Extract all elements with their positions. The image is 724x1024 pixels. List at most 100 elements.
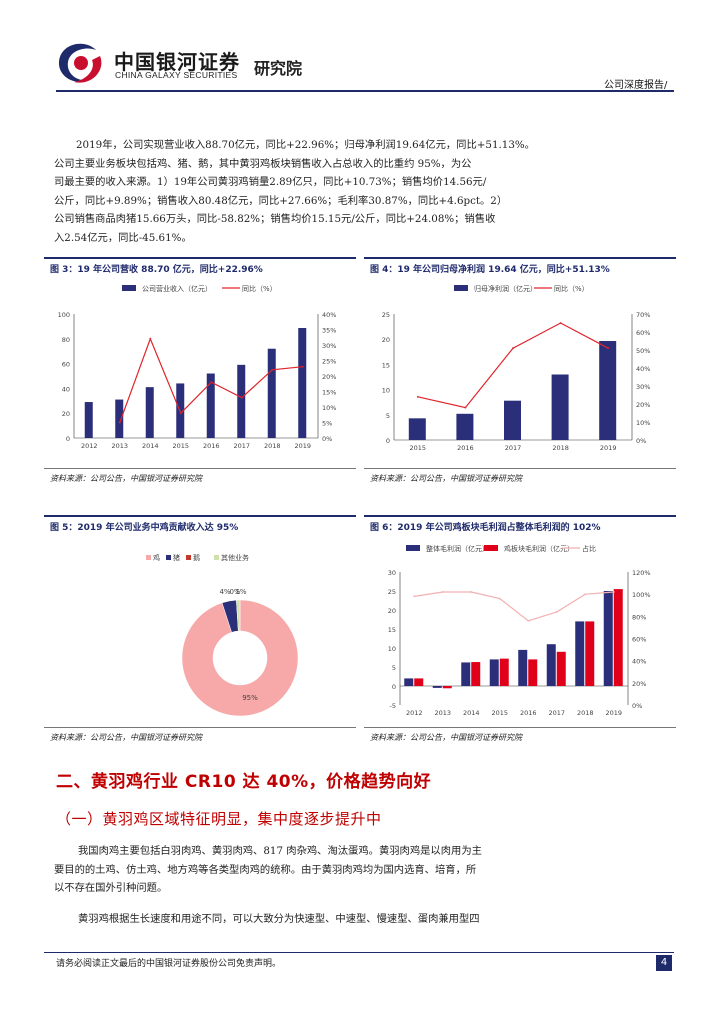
- line-point: [470, 591, 473, 593]
- legend-label: 公司营业收入（亿元）: [142, 284, 212, 293]
- galaxy-logo-icon: [58, 43, 102, 83]
- fig5-chart: 鸡 猪 鹅 其他业务 95% 4%0%1%: [146, 553, 299, 717]
- bar: [267, 348, 276, 438]
- line-point: [527, 619, 530, 622]
- fig4-chart: 归母净利润（亿元） 同比（%） 0 5 10 15 20 25 0% 10% 20% 30% 40% 50…: [382, 284, 651, 452]
- legend-swatch: [484, 545, 498, 551]
- institute-name: 研究院: [254, 59, 303, 78]
- bar: [585, 621, 595, 686]
- legend-swatch: [406, 545, 420, 551]
- x-tick-label: 2015: [410, 444, 427, 452]
- line-point: [555, 611, 558, 613]
- y-left-tick-label: 80: [62, 336, 70, 344]
- intro-paragraph: 2019年，公司实现营业收入88.70亿元，同比+22.96%；归母净利润19.…: [54, 136, 654, 248]
- y-right-tick-label: 100%: [632, 591, 651, 599]
- series-line: [417, 322, 609, 409]
- y-right-tick-label: 20%: [322, 373, 336, 381]
- line-point: [301, 365, 304, 368]
- x-tick-label: 2015: [491, 709, 508, 717]
- line-point: [271, 368, 274, 371]
- series-line: [414, 591, 614, 622]
- legend-swatch: [214, 555, 219, 560]
- line-point: [612, 591, 615, 593]
- y-right-tick-label: 30%: [322, 342, 336, 350]
- legend-label: 猪: [173, 553, 180, 562]
- bar: [461, 662, 471, 686]
- bar: [237, 364, 246, 438]
- line-point: [607, 347, 610, 350]
- x-tick-label: 2016: [520, 709, 537, 717]
- x-tick-label: 2017: [548, 709, 565, 717]
- y-right-tick-label: 25%: [322, 358, 336, 366]
- legend-label: 鸡板块毛利润（亿元）: [504, 544, 574, 553]
- bar: [115, 399, 124, 438]
- line-point: [149, 337, 152, 340]
- y-right-tick-label: 40%: [322, 311, 336, 319]
- fig4-bottom-rule: [364, 468, 676, 469]
- bar: [456, 413, 474, 440]
- fig3-bottom-rule: [44, 468, 356, 469]
- line-point: [584, 593, 587, 596]
- x-tick-label: 2013: [434, 709, 451, 717]
- intro-line: 司最主要的收入来源。1）19年公司黄羽鸡销量2.89亿只，同比+10.73%；销…: [54, 176, 487, 189]
- pie-slice: [181, 599, 299, 717]
- bar: [546, 644, 556, 686]
- fig3-chart: 公司营业收入（亿元） 同比（%） 0 20 40 60 80 100 0% 5% 10% 15% 20%…: [58, 284, 337, 450]
- pie-data-label: 4%: [219, 588, 230, 596]
- fig6-chart: 整体毛利润（亿元） 鸡板块毛利润（亿元） 占比 -5 0 5 10 15 20 25 30 0% 20%…: [388, 544, 651, 717]
- bar: [408, 418, 426, 440]
- y-right-tick-label: 60%: [632, 636, 646, 644]
- bar: [206, 373, 215, 438]
- pie-data-label: 1%: [235, 588, 246, 596]
- line-point: [413, 595, 416, 598]
- intro-line: 入2.54亿元，同比-45.61%。: [54, 231, 192, 244]
- y-left-tick-label: 0: [392, 683, 396, 691]
- x-tick-label: 2018: [552, 444, 569, 452]
- bar: [145, 387, 154, 438]
- y-right-tick-label: 80%: [632, 613, 646, 621]
- fig5-title: 图 5：2019 年公司业务中鸡贡献收入达 95%: [50, 523, 239, 533]
- line-point: [179, 412, 182, 415]
- fig3-source: 资料来源：公司公告，中国银河证券研究院: [50, 474, 202, 483]
- y-right-tick-label: 10%: [322, 404, 336, 412]
- y-left-tick-label: 20: [382, 336, 390, 344]
- y-left-tick-label: 20: [388, 607, 396, 615]
- y-right-tick-label: 20%: [636, 401, 650, 409]
- y-left-tick-label: 0: [386, 437, 390, 445]
- bar: [528, 659, 538, 686]
- y-right-tick-label: 5%: [322, 420, 332, 428]
- footer-divider: [44, 952, 674, 953]
- y-right-tick-label: 120%: [632, 569, 651, 577]
- bar: [471, 662, 481, 686]
- bar: [556, 651, 566, 686]
- x-tick-label: 2017: [505, 444, 522, 452]
- x-tick-label: 2014: [142, 442, 159, 450]
- fig4-top-rule: [364, 257, 676, 259]
- body-line: 以不存在国外引种问题。: [54, 882, 168, 895]
- line-point: [416, 395, 419, 398]
- bar: [84, 402, 93, 438]
- legend-label: 鸡: [153, 553, 160, 562]
- y-left-tick-label: 30: [388, 569, 396, 577]
- y-right-tick-label: 40%: [632, 658, 646, 666]
- bar: [298, 328, 307, 438]
- intro-line: 公司销售商品肉猪15.66万头，同比-58.82%；销售均价15.15元/公斤，…: [54, 213, 496, 226]
- y-right-tick-label: 0%: [322, 435, 332, 443]
- bar: [518, 649, 528, 686]
- bar: [414, 678, 424, 686]
- x-tick-label: 2018: [577, 709, 594, 717]
- legend-label: 占比: [582, 544, 596, 553]
- pie-slice: [236, 599, 241, 632]
- report-type-label: 公司深度报告/: [604, 80, 668, 91]
- y-right-tick-label: 40%: [636, 365, 650, 373]
- x-tick-label: 2017: [233, 442, 250, 450]
- y-right-tick-label: 35%: [322, 327, 336, 335]
- fig5-bottom-rule: [44, 727, 356, 728]
- page-number: 4: [656, 955, 672, 971]
- y-right-tick-label: 15%: [322, 389, 336, 397]
- bar: [504, 400, 521, 440]
- x-tick-label: 2014: [463, 709, 480, 717]
- y-right-tick-label: 60%: [636, 329, 650, 337]
- line-point: [464, 406, 467, 409]
- y-left-tick-label: 15: [382, 361, 390, 369]
